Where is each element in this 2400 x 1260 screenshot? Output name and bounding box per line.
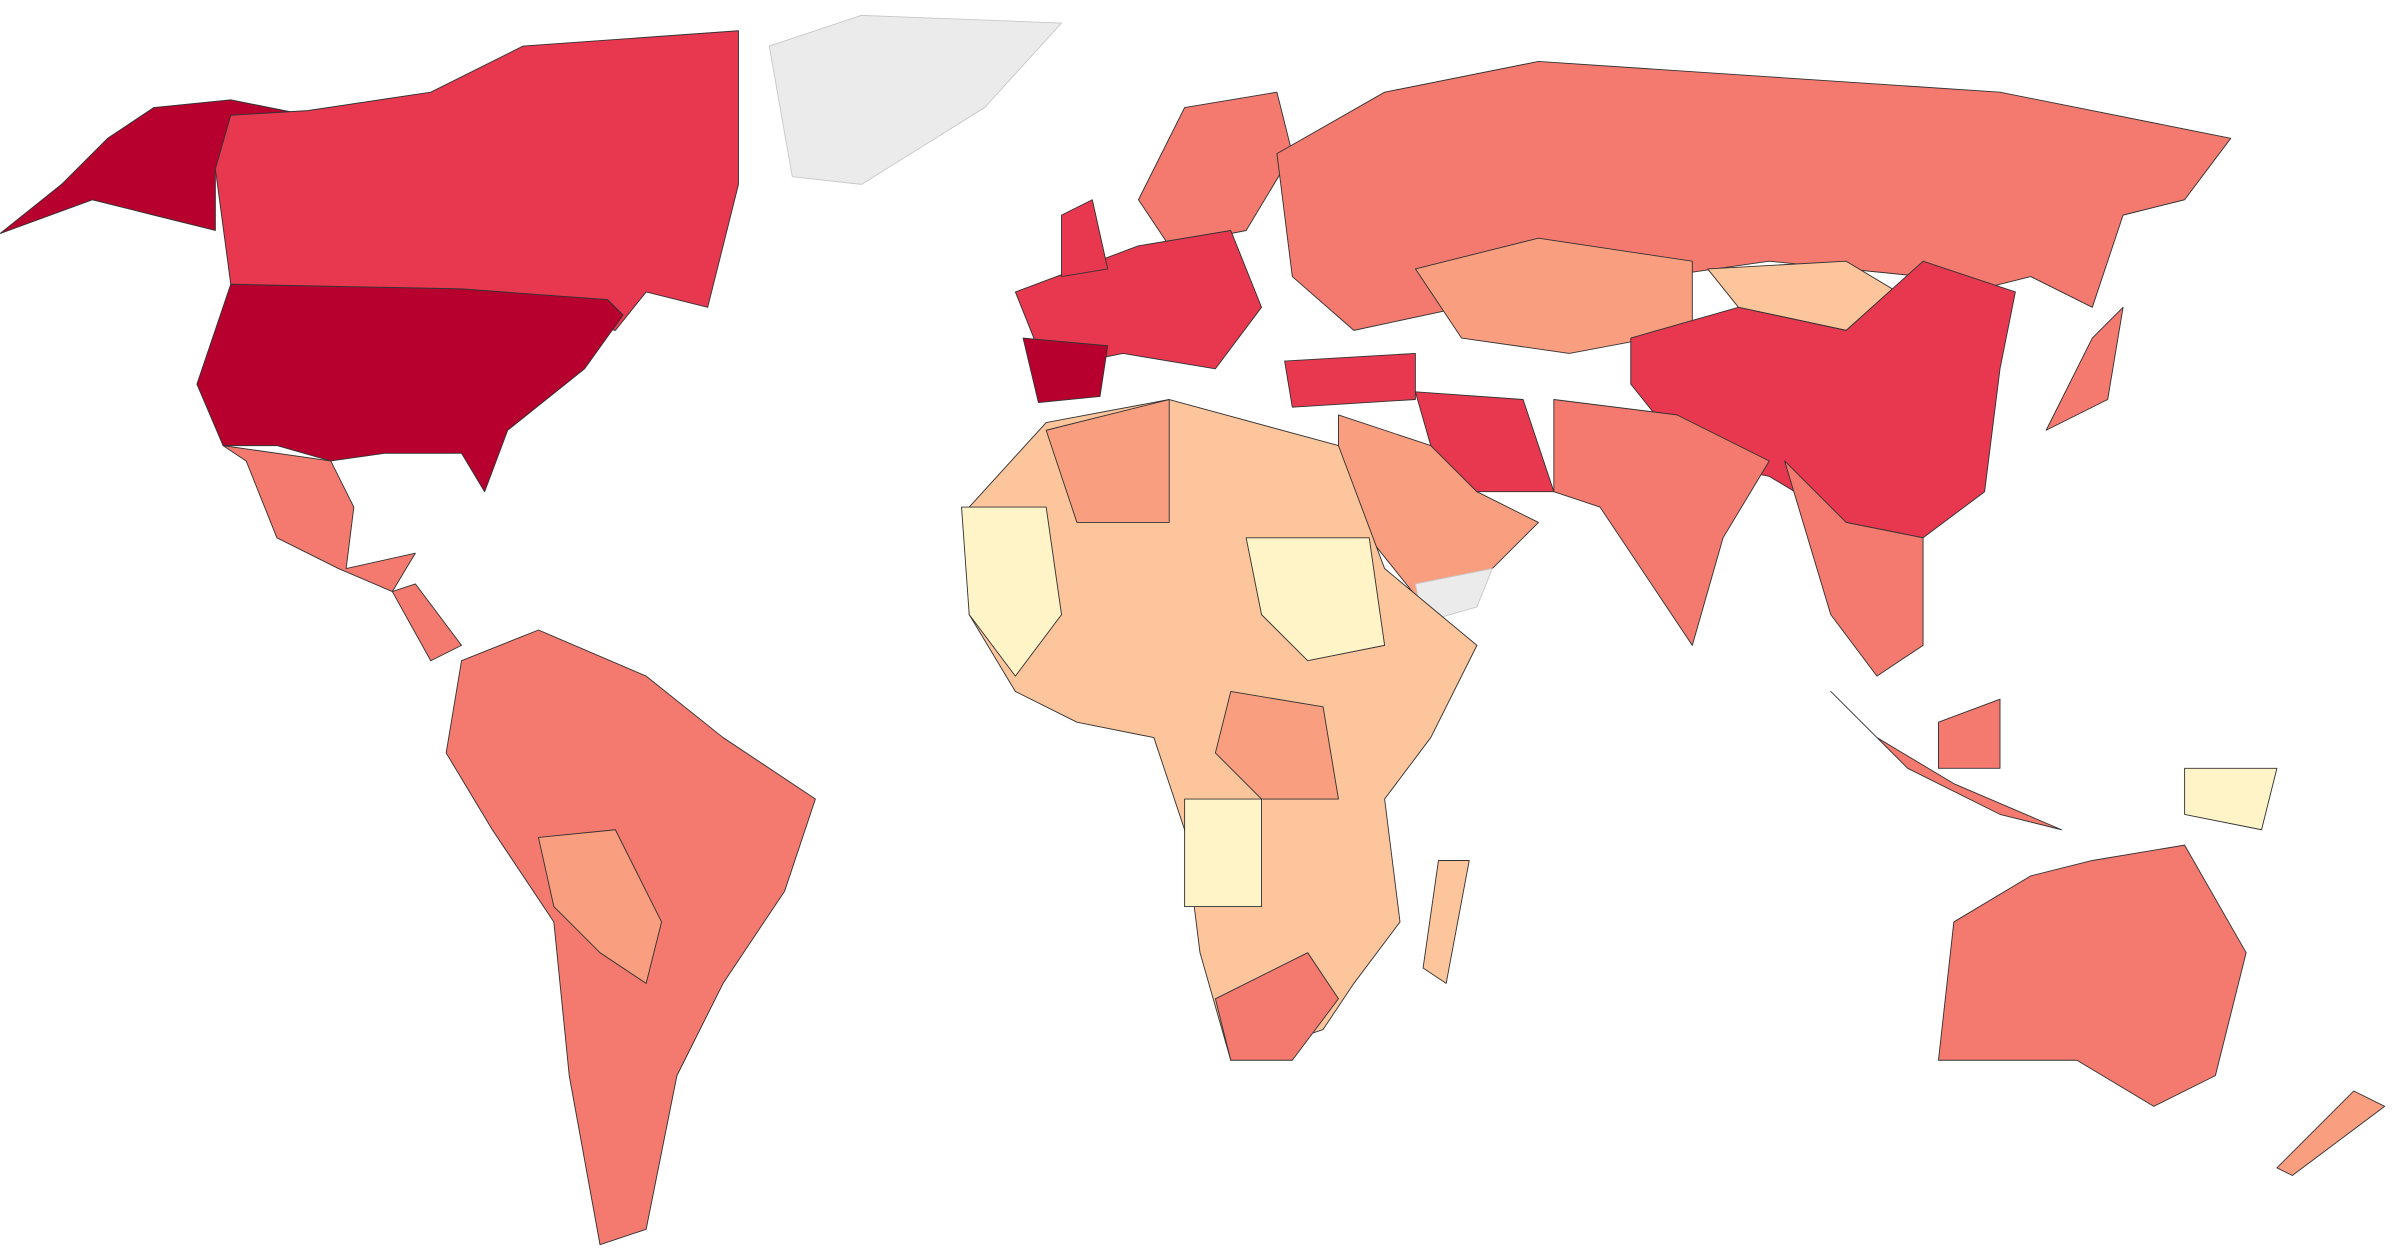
india xyxy=(1553,399,1770,646)
madagascar xyxy=(1422,860,1470,984)
sumatra-java xyxy=(1830,691,2062,831)
borneo xyxy=(1938,698,2001,769)
uk xyxy=(1061,199,1109,278)
sahel-west xyxy=(961,506,1063,677)
usa xyxy=(196,283,624,493)
scandinavia xyxy=(1138,91,1293,247)
iran xyxy=(1414,391,1555,493)
turkey xyxy=(1284,352,1416,408)
south-africa xyxy=(1214,952,1339,1061)
new-zealand xyxy=(2276,1090,2386,1176)
algeria xyxy=(1045,399,1170,523)
papua-new-guinea xyxy=(2184,767,2278,831)
southeast-asia xyxy=(1784,460,1924,677)
sudan xyxy=(1245,537,1386,662)
mexico xyxy=(222,445,416,593)
spain xyxy=(1022,337,1109,404)
greenland xyxy=(768,14,1063,185)
central-america xyxy=(391,583,462,662)
japan xyxy=(2045,306,2124,431)
australia xyxy=(1938,844,2247,1107)
angola xyxy=(1184,798,1263,908)
bolivia-paraguay xyxy=(538,829,662,984)
congo xyxy=(1214,691,1339,800)
